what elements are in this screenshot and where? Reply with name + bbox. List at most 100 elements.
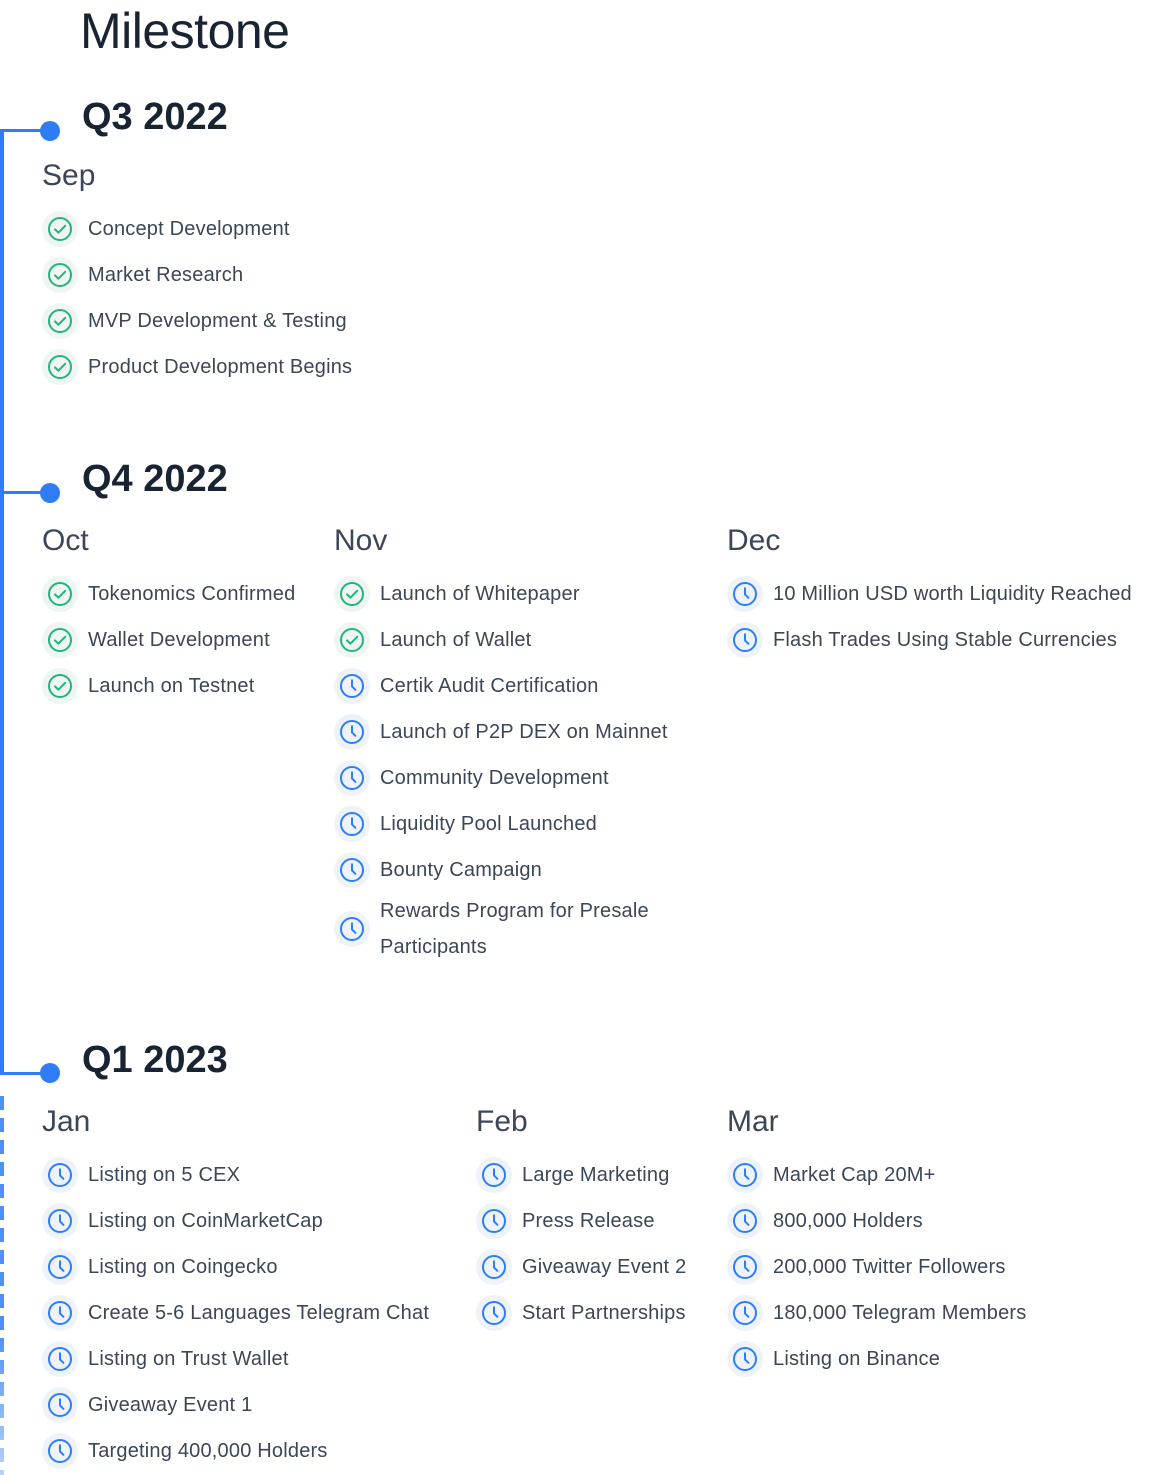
milestone-item: Launch of P2P DEX on Mainnet <box>334 709 684 755</box>
clock-icon <box>727 1157 763 1193</box>
clock-icon <box>727 1341 763 1377</box>
milestone-text: Create 5-6 Languages Telegram Chat <box>88 1302 430 1324</box>
milestone-text: Press Release <box>522 1210 655 1232</box>
check-circle-icon <box>42 211 78 247</box>
milestone-item: Listing on 5 CEX <box>42 1152 472 1198</box>
milestone-text: Launch of Whitepaper <box>380 583 580 605</box>
milestone-text: Listing on CoinMarketCap <box>88 1210 323 1232</box>
milestone-item: Giveaway Event 2 <box>476 1244 721 1290</box>
clock-icon <box>727 1295 763 1331</box>
month-block-jan: Jan Listing on 5 CEX Listing on CoinMarket… <box>42 1104 472 1474</box>
milestone-text: Liquidity Pool Launched <box>380 813 597 835</box>
milestone-text: Product Development Begins <box>88 356 353 378</box>
check-circle-icon <box>42 622 78 658</box>
milestone-text: Listing on Binance <box>773 1348 941 1370</box>
milestone-text: Listing on 5 CEX <box>88 1164 241 1186</box>
milestone-item: 180,000 Telegram Members <box>727 1290 1147 1336</box>
quarter-title: Q4 2022 <box>82 458 228 500</box>
quarter-title: Q3 2022 <box>82 96 228 138</box>
milestone-text: Giveaway Event 1 <box>88 1394 253 1416</box>
clock-icon <box>42 1295 78 1331</box>
clock-icon <box>727 1249 763 1285</box>
milestone-text: Giveaway Event 2 <box>522 1256 687 1278</box>
milestone-item: Launch of Wallet <box>334 617 684 663</box>
clock-icon <box>476 1249 512 1285</box>
milestone-text: Community Development <box>380 767 609 789</box>
milestone-text: Large Marketing <box>522 1164 670 1186</box>
milestone-item: MVP Development & Testing <box>42 298 462 344</box>
clock-icon <box>727 576 763 612</box>
milestone-item: Targeting 400,000 Holders <box>42 1428 472 1474</box>
clock-icon <box>42 1387 78 1423</box>
milestone-item: Press Release <box>476 1198 721 1244</box>
check-circle-icon <box>334 622 370 658</box>
milestone-item: Listing on Trust Wallet <box>42 1336 472 1382</box>
milestone-text: Certik Audit Certification <box>380 675 599 697</box>
clock-icon <box>476 1157 512 1193</box>
milestone-text: MVP Development & Testing <box>88 310 347 332</box>
milestone-item: Create 5-6 Languages Telegram Chat <box>42 1290 472 1336</box>
check-circle-icon <box>42 303 78 339</box>
milestone-text: Launch of P2P DEX on Mainnet <box>380 721 668 743</box>
milestone-text: Rewards Program for Presale Participants <box>380 900 649 958</box>
milestone-item: Market Research <box>42 252 462 298</box>
milestone-item: Launch of Whitepaper <box>334 571 684 617</box>
clock-icon <box>727 622 763 658</box>
month-label: Mar <box>727 1105 779 1138</box>
timeline-line <box>0 130 4 1074</box>
month-label: Jan <box>42 1105 91 1138</box>
clock-icon <box>334 714 370 750</box>
clock-icon <box>42 1433 78 1469</box>
milestone-item: 10 Million USD worth Liquidity Reached <box>727 571 1167 617</box>
month-label: Feb <box>476 1105 528 1138</box>
clock-icon <box>476 1295 512 1331</box>
clock-icon <box>334 668 370 704</box>
milestone-item: Wallet Development <box>42 617 327 663</box>
milestone-text: Tokenomics Confirmed <box>88 583 296 605</box>
milestone-text: Launch on Testnet <box>88 675 255 697</box>
check-circle-icon <box>42 576 78 612</box>
milestone-text: Market Research <box>88 264 244 286</box>
clock-icon <box>42 1157 78 1193</box>
milestone-item: Large Marketing <box>476 1152 721 1198</box>
check-circle-icon <box>42 668 78 704</box>
milestone-item: Listing on Binance <box>727 1336 1147 1382</box>
month-block-mar: Mar Market Cap 20M+ 800,000 Holders 200,000… <box>727 1104 1147 1382</box>
milestone-item: 200,000 Twitter Followers <box>727 1244 1147 1290</box>
clock-icon <box>476 1203 512 1239</box>
timeline-dot <box>40 121 60 141</box>
clock-icon <box>334 806 370 842</box>
milestone-item: Product Development Begins <box>42 344 462 390</box>
quarter-title: Q1 2023 <box>82 1039 228 1081</box>
milestone-item: Certik Audit Certification <box>334 663 684 709</box>
milestone-text: 10 Million USD worth Liquidity Reached <box>773 583 1132 605</box>
milestone-item: Concept Development <box>42 206 462 252</box>
milestone-text: Launch of Wallet <box>380 629 532 651</box>
milestone-item: Flash Trades Using Stable Currencies <box>727 617 1167 663</box>
milestone-item: Listing on CoinMarketCap <box>42 1198 472 1244</box>
month-block-oct: Oct Tokenomics Confirmed Wallet Developmen… <box>42 523 327 709</box>
check-circle-icon <box>42 349 78 385</box>
month-block-dec: Dec 10 Million USD worth Liquidity Reache… <box>727 523 1167 663</box>
page-title: Milestone <box>80 3 290 59</box>
check-circle-icon <box>334 576 370 612</box>
timeline-dot <box>40 483 60 503</box>
clock-icon <box>727 1203 763 1239</box>
milestone-text: 800,000 Holders <box>773 1210 923 1232</box>
month-block-nov: Nov Launch of Whitepaper Launch of Wallet C… <box>334 523 684 965</box>
check-circle-icon <box>42 257 78 293</box>
milestone-item: Tokenomics Confirmed <box>42 571 327 617</box>
milestone-text: Concept Development <box>88 218 290 240</box>
clock-icon <box>334 911 370 947</box>
milestone-text: Bounty Campaign <box>380 859 542 881</box>
milestone-item: 800,000 Holders <box>727 1198 1147 1244</box>
month-label: Oct <box>42 524 89 557</box>
timeline-line-upcoming <box>0 1096 4 1475</box>
milestone-text: Wallet Development <box>88 629 270 651</box>
milestone-item: Start Partnerships <box>476 1290 721 1336</box>
milestone-item: Market Cap 20M+ <box>727 1152 1147 1198</box>
month-label: Sep <box>42 159 96 192</box>
milestone-text: Targeting 400,000 Holders <box>88 1440 328 1462</box>
clock-icon <box>334 852 370 888</box>
month-block-feb: Feb Large Marketing Press Release Giveaway … <box>476 1104 721 1336</box>
